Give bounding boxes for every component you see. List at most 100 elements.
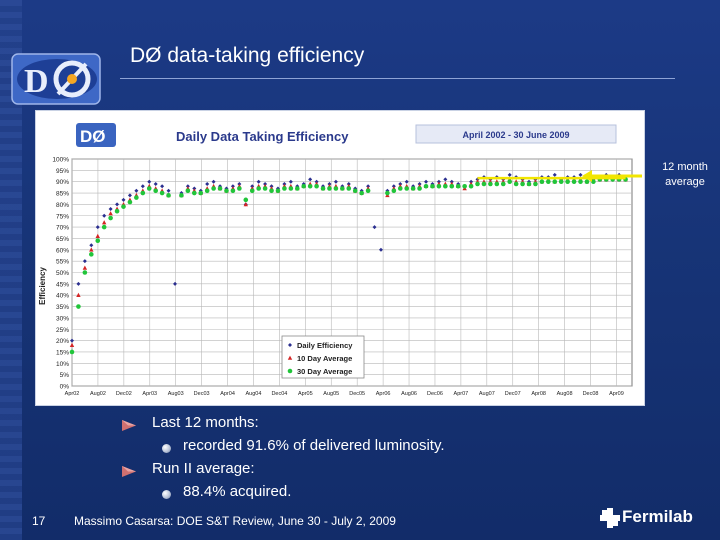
data-point xyxy=(76,304,81,309)
x-tick-label: Apr07 xyxy=(454,391,469,397)
x-tick-label: Apr05 xyxy=(298,391,313,397)
data-point xyxy=(500,181,506,187)
data-point xyxy=(69,349,75,355)
data-point xyxy=(410,186,416,191)
bullet-dot-icon xyxy=(162,490,171,499)
series-30-day-average xyxy=(69,177,628,355)
y-axis-label: Efficiency xyxy=(38,267,47,305)
data-point xyxy=(224,188,229,194)
data-point xyxy=(481,181,487,187)
y-tick-label: 45% xyxy=(56,281,69,288)
data-point xyxy=(352,188,358,194)
data-point xyxy=(520,181,525,187)
data-point xyxy=(179,193,184,198)
fermilab-logo-icon xyxy=(600,508,620,528)
data-point xyxy=(443,177,448,182)
data-point xyxy=(372,225,377,230)
data-point xyxy=(275,188,281,194)
efficiency-chart: DØ Daily Data Taking Efficiency April 20… xyxy=(35,110,645,406)
x-tick-label: Dec06 xyxy=(427,391,443,397)
data-point xyxy=(153,188,158,194)
data-point xyxy=(121,197,126,202)
y-tick-label: 75% xyxy=(56,213,69,220)
legend-label: Daily Efficiency xyxy=(297,341,353,350)
data-point xyxy=(70,338,74,343)
data-point xyxy=(552,172,557,177)
data-point xyxy=(230,188,236,194)
do-logo-icon: D xyxy=(11,53,101,105)
bullet-item: Run II average: xyxy=(120,460,680,483)
data-point xyxy=(76,281,81,286)
data-point xyxy=(404,179,409,184)
bullet-text: recorded 91.6% of delivered luminosity. xyxy=(183,437,445,454)
y-tick-label: 90% xyxy=(56,179,69,186)
data-point xyxy=(256,179,261,184)
data-point xyxy=(443,183,448,189)
data-point xyxy=(282,186,287,191)
x-tick-label: Dec04 xyxy=(271,391,287,397)
legend-marker xyxy=(287,355,293,360)
data-point xyxy=(82,270,88,275)
y-tick-label: 10% xyxy=(56,361,69,368)
data-point xyxy=(436,183,442,189)
legend-marker xyxy=(287,368,293,374)
data-point xyxy=(578,172,583,177)
data-point xyxy=(578,179,583,184)
data-point xyxy=(166,193,171,198)
data-point xyxy=(82,259,87,264)
title-divider xyxy=(120,78,675,79)
data-point xyxy=(108,211,113,216)
y-tick-label: 70% xyxy=(56,225,69,232)
left-decoration-strip xyxy=(0,0,22,540)
data-point xyxy=(314,183,319,189)
bullet-text: Run II average: xyxy=(152,460,255,477)
data-point xyxy=(552,179,558,184)
chart-header-logo: DØ xyxy=(76,123,116,147)
data-point xyxy=(468,183,474,189)
chart-series xyxy=(69,172,628,355)
data-point xyxy=(198,190,204,196)
x-tick-label: Aug05 xyxy=(323,391,339,397)
legend-label: 30 Day Average xyxy=(297,367,352,376)
bullet-arrow-icon xyxy=(122,420,136,431)
data-point xyxy=(359,190,364,196)
data-point xyxy=(513,181,519,187)
y-tick-label: 80% xyxy=(56,202,69,209)
data-point xyxy=(217,186,223,191)
x-tick-label: Dec07 xyxy=(505,391,521,397)
data-point xyxy=(76,292,81,297)
data-point xyxy=(417,186,422,191)
x-tick-label: Dec02 xyxy=(116,391,132,397)
bullet-text: Last 12 months: xyxy=(152,414,259,431)
page-number: 17 xyxy=(32,514,46,528)
bullet-item: 88.4% acquired. xyxy=(120,483,680,506)
data-point xyxy=(558,179,564,184)
data-point xyxy=(526,181,532,187)
efficiency-chart-svg: DØ Daily Data Taking Efficiency April 20… xyxy=(38,123,633,397)
data-point xyxy=(140,190,146,196)
data-point xyxy=(95,225,100,230)
data-point xyxy=(243,202,248,207)
data-point xyxy=(249,188,255,194)
data-point xyxy=(108,215,113,221)
x-tick-label: Apr06 xyxy=(376,391,391,397)
data-point xyxy=(108,206,113,211)
data-point xyxy=(101,224,107,230)
x-axis-ticks: Apr02 Aug02 Dec02 Apr03 Aug03 Dec03 Apr04 Aug04… xyxy=(65,391,624,397)
data-point xyxy=(378,247,383,252)
data-point xyxy=(89,243,94,248)
x-tick-label: Aug08 xyxy=(557,391,573,397)
x-tick-label: Aug06 xyxy=(401,391,417,397)
data-point xyxy=(101,220,107,225)
data-point xyxy=(533,181,538,187)
fermilab-logo: Fermilab xyxy=(600,505,700,531)
data-point xyxy=(565,179,570,184)
y-tick-label: 5% xyxy=(60,372,70,379)
annotation-arrow-icon xyxy=(582,170,642,182)
y-tick-label: 100% xyxy=(52,157,69,164)
data-point xyxy=(127,193,132,198)
data-point xyxy=(69,342,75,347)
x-tick-label: Dec03 xyxy=(194,391,210,397)
data-point xyxy=(308,177,313,182)
data-point xyxy=(185,188,191,194)
